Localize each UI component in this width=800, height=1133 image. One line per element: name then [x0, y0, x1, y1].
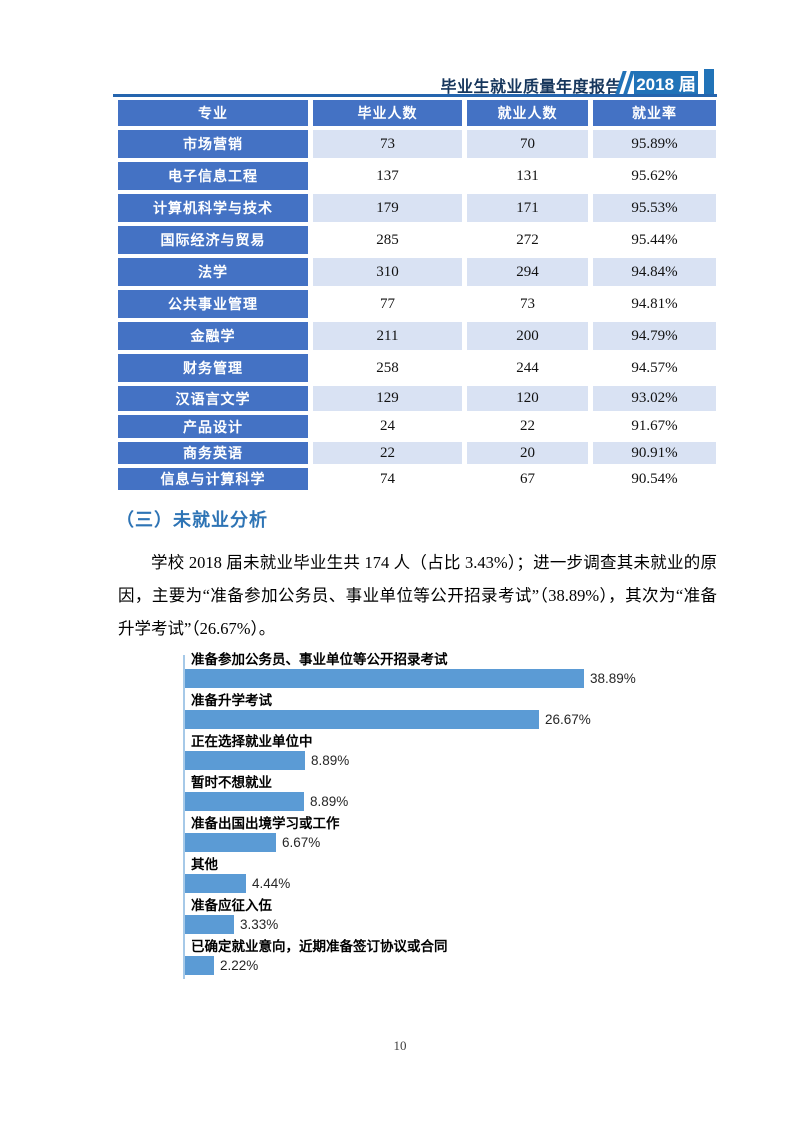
page-number: 10	[393, 1038, 407, 1053]
chart-bar-value: 38.89%	[590, 671, 636, 686]
chart-bar	[185, 833, 276, 852]
major-cell: 信息与计算科学	[118, 468, 308, 490]
major-cell: 金融学	[118, 322, 308, 350]
chart-bar-value: 26.67%	[545, 712, 591, 727]
major-cell: 电子信息工程	[118, 162, 308, 190]
rate-cell: 95.62%	[593, 162, 716, 190]
employed-cell: 131	[467, 162, 588, 190]
chart-bar	[185, 915, 234, 934]
rate-cell: 94.79%	[593, 322, 716, 350]
chart-bar-value: 2.22%	[220, 958, 259, 973]
graduates-cell: 73	[313, 130, 462, 158]
chart-bar-value: 3.33%	[240, 917, 279, 932]
graduates-cell: 310	[313, 258, 462, 286]
graduates-cell: 258	[313, 354, 462, 382]
major-cell: 公共事业管理	[118, 290, 308, 318]
major-cell: 产品设计	[118, 415, 308, 438]
employed-cell: 200	[467, 322, 588, 350]
graduates-cell: 77	[313, 290, 462, 318]
chart-bar-label: 正在选择就业单位中	[191, 734, 313, 749]
rate-cell: 90.54%	[593, 468, 716, 490]
graduates-cell: 285	[313, 226, 462, 254]
chart-bar-group: 暂时不想就业 8.89%	[185, 775, 717, 816]
chart-bar-group: 其他 4.44%	[185, 857, 717, 898]
employed-cell: 171	[467, 194, 588, 222]
employed-cell: 70	[467, 130, 588, 158]
chart-bar-group: 准备应征入伍 3.33%	[185, 898, 717, 939]
chart-bar	[185, 710, 539, 729]
employed-cell: 272	[467, 226, 588, 254]
chart-bar-label: 已确定就业意向，近期准备签订协议或合同	[191, 939, 448, 954]
rate-cell: 95.53%	[593, 194, 716, 222]
header-accent-bar	[704, 69, 714, 96]
col-header-graduates: 毕业人数	[313, 100, 462, 126]
chart-bar	[185, 669, 584, 688]
graduates-cell: 129	[313, 386, 462, 411]
employed-cell: 20	[467, 442, 588, 464]
col-header-rate: 就业率	[593, 100, 716, 126]
chart-bar	[185, 792, 304, 811]
employed-cell: 73	[467, 290, 588, 318]
employed-cell: 67	[467, 468, 588, 490]
major-cell: 汉语言文学	[118, 386, 308, 411]
rate-cell: 91.67%	[593, 415, 716, 438]
chart-bar-group: 已确定就业意向，近期准备签订协议或合同 2.22%	[185, 939, 717, 980]
major-cell: 市场营销	[118, 130, 308, 158]
rate-cell: 94.57%	[593, 354, 716, 382]
chart-axis-line	[183, 655, 185, 979]
employed-cell: 244	[467, 354, 588, 382]
employed-cell: 22	[467, 415, 588, 438]
employed-cell: 120	[467, 386, 588, 411]
graduates-cell: 24	[313, 415, 462, 438]
chart-bar-group: 正在选择就业单位中 8.89%	[185, 734, 717, 775]
graduates-cell: 137	[313, 162, 462, 190]
col-header-major: 专业	[118, 100, 308, 126]
rate-cell: 95.44%	[593, 226, 716, 254]
chart-bar	[185, 751, 305, 770]
unemployment-chart: 准备参加公务员、事业单位等公开招录考试 38.89% 准备升学考试 26.67%…	[183, 652, 717, 980]
major-cell: 法学	[118, 258, 308, 286]
chart-bar-label: 准备升学考试	[191, 693, 272, 708]
header-slash-icon	[615, 71, 635, 94]
col-header-employed: 就业人数	[467, 100, 588, 126]
major-cell: 财务管理	[118, 354, 308, 382]
rate-cell: 94.84%	[593, 258, 716, 286]
chart-bar-value: 4.44%	[252, 876, 291, 891]
header-title: 毕业生就业质量年度报告	[440, 79, 622, 96]
chart-bar-group: 准备参加公务员、事业单位等公开招录考试 38.89%	[185, 652, 717, 693]
chart-bar-label: 准备出国出境学习或工作	[191, 816, 340, 831]
graduates-cell: 74	[313, 468, 462, 490]
graduates-cell: 211	[313, 322, 462, 350]
chart-bar-value: 6.67%	[282, 835, 321, 850]
major-cell: 商务英语	[118, 442, 308, 464]
employed-cell: 294	[467, 258, 588, 286]
body-paragraph: 学校 2018 届未就业毕业生共 174 人（占比 3.43%）；进一步调查其未…	[118, 553, 717, 638]
chart-bar-label: 准备应征入伍	[191, 898, 272, 913]
header-rule	[113, 94, 717, 97]
section-heading: （三）未就业分析	[116, 510, 268, 530]
chart-bar	[185, 874, 246, 893]
chart-bar-group: 准备出国出境学习或工作 6.67%	[185, 816, 717, 857]
rate-cell: 95.89%	[593, 130, 716, 158]
graduates-cell: 22	[313, 442, 462, 464]
major-cell: 计算机科学与技术	[118, 194, 308, 222]
rate-cell: 94.81%	[593, 290, 716, 318]
header-year-badge: 2018 届	[634, 71, 698, 94]
chart-bar-group: 准备升学考试 26.67%	[185, 693, 717, 734]
rate-cell: 93.02%	[593, 386, 716, 411]
chart-bar-label: 暂时不想就业	[191, 775, 272, 790]
chart-bar-value: 8.89%	[311, 753, 350, 768]
graduates-cell: 179	[313, 194, 462, 222]
chart-bar-label: 准备参加公务员、事业单位等公开招录考试	[191, 652, 448, 667]
chart-bar-value: 8.89%	[310, 794, 349, 809]
chart-bar-label: 其他	[191, 857, 218, 872]
employment-table: 专业 毕业人数 就业人数 就业率 市场营销 73 70 95.89% 电子信息工…	[118, 100, 716, 490]
rate-cell: 90.91%	[593, 442, 716, 464]
major-cell: 国际经济与贸易	[118, 226, 308, 254]
chart-bar	[185, 956, 214, 975]
